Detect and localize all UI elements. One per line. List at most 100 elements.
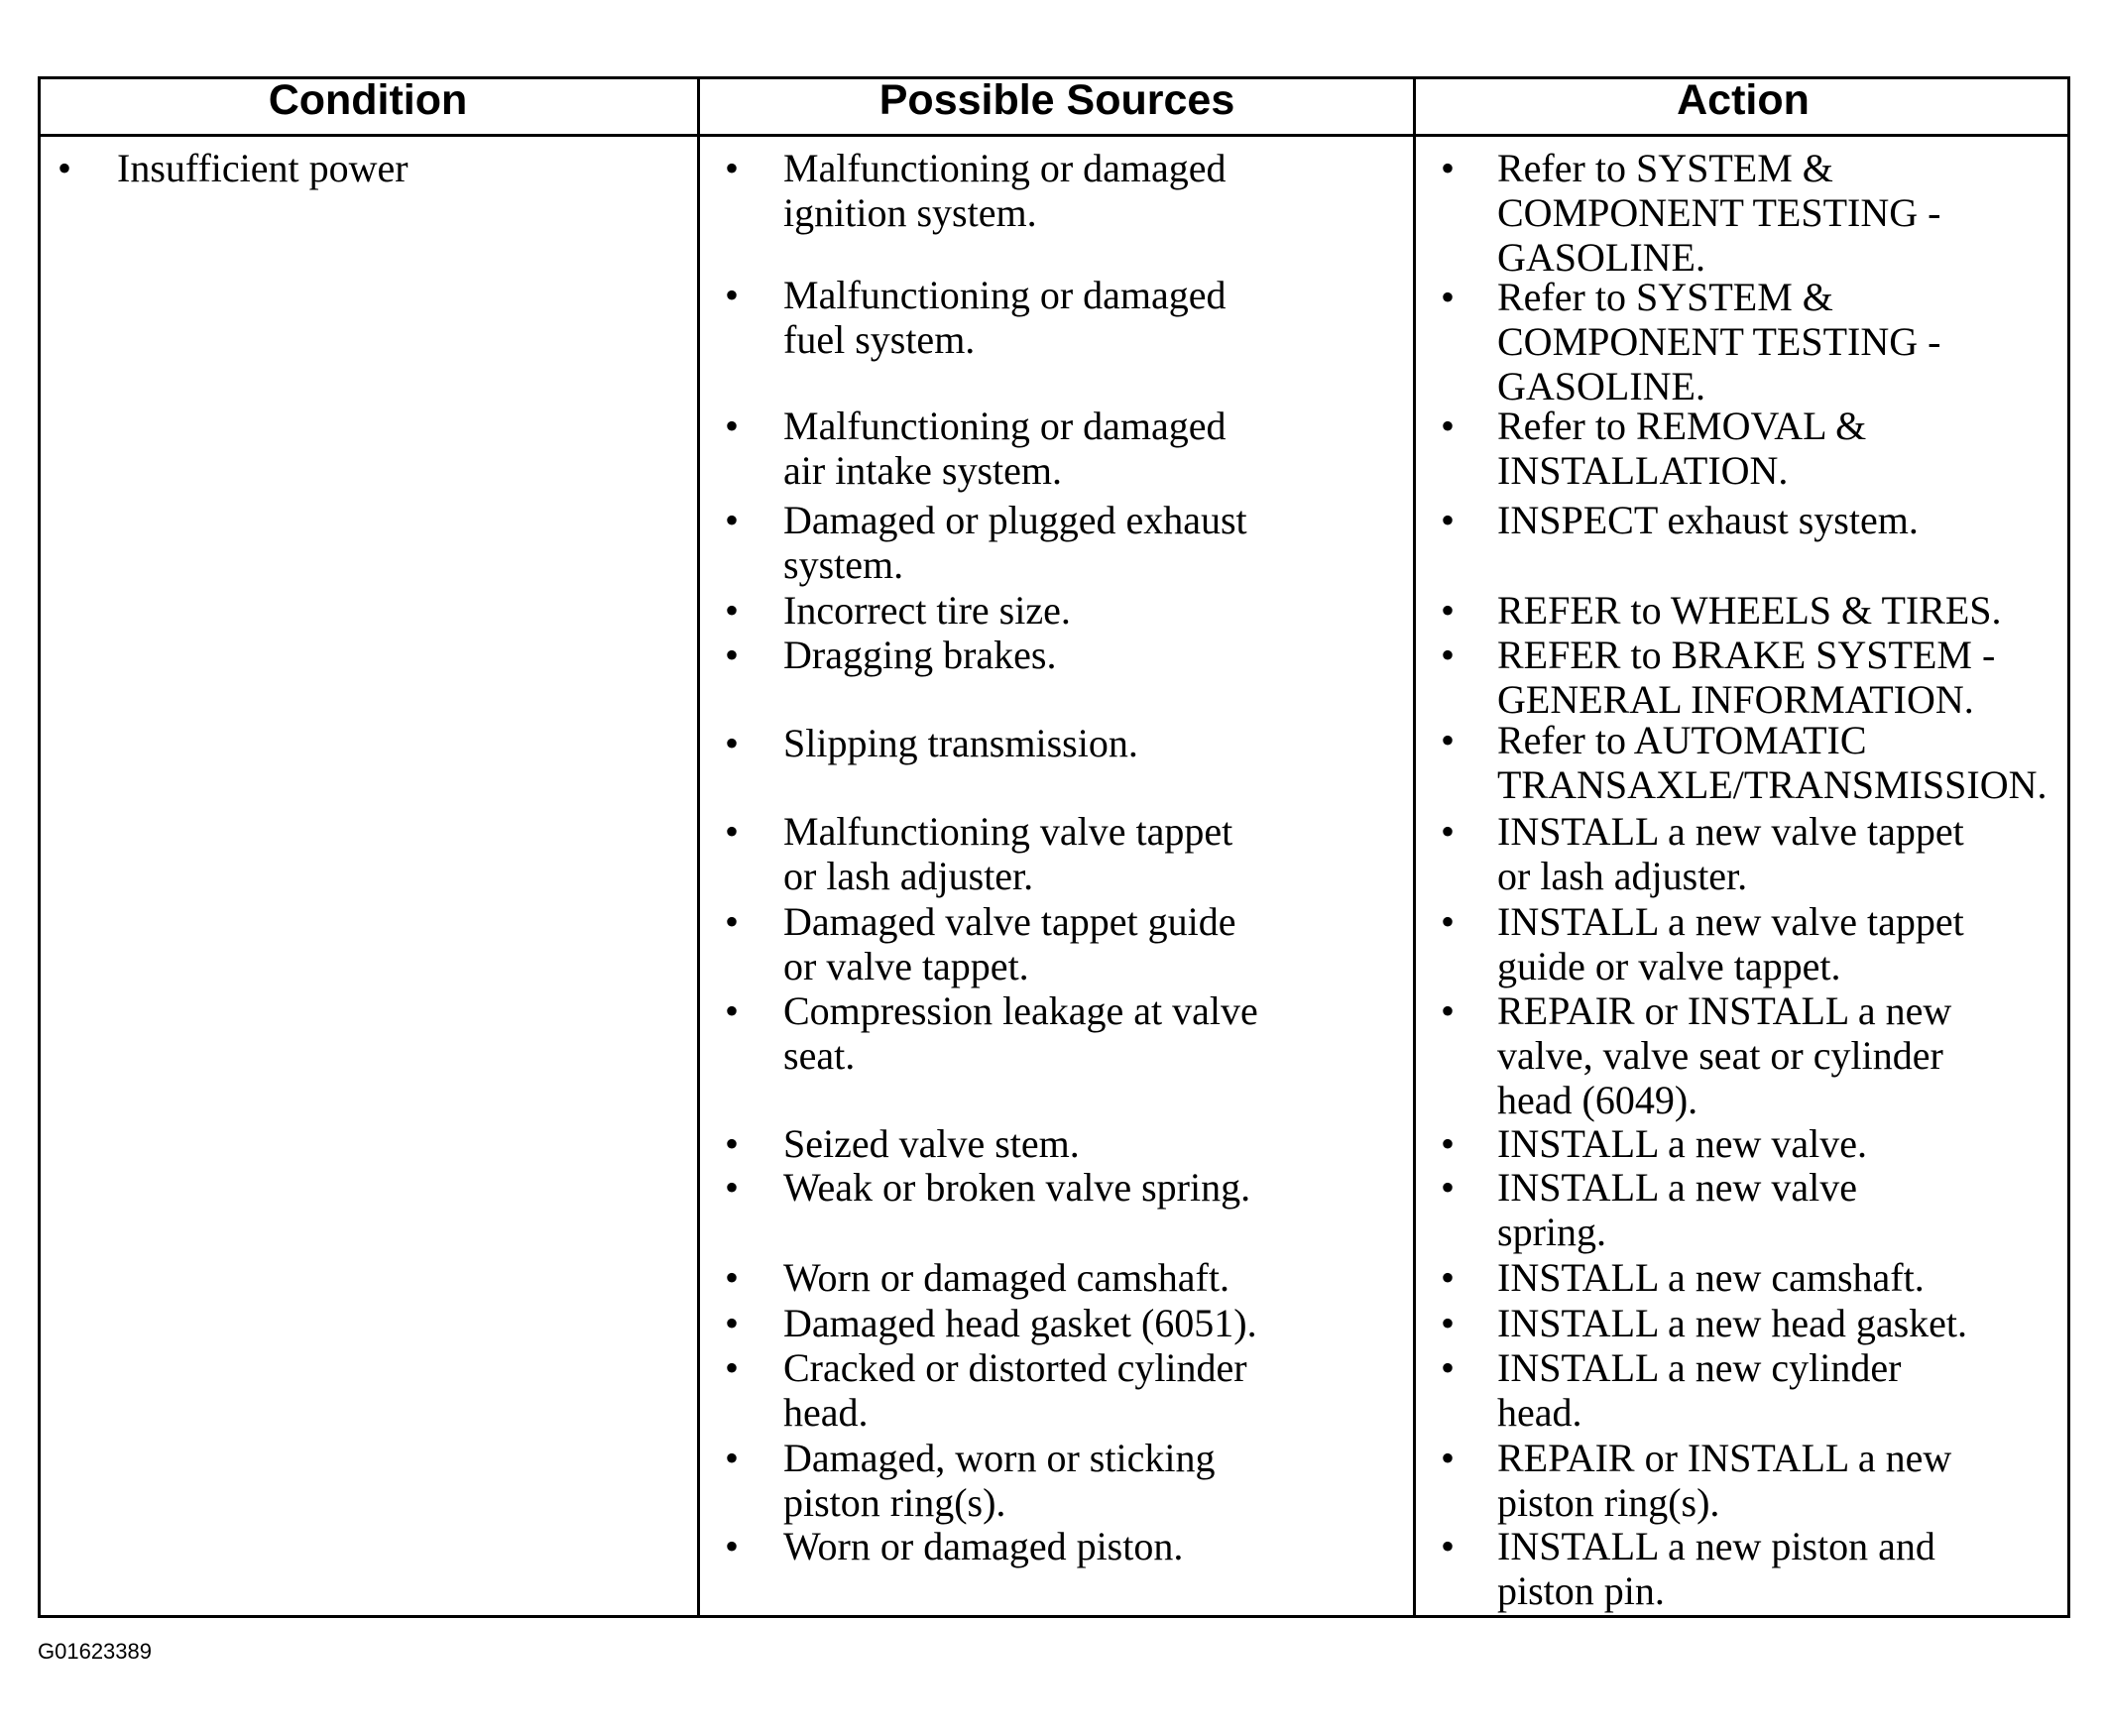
bullet: • [1441,146,1456,191]
table-border [38,76,2070,1618]
source-line: or valve tappet. [783,944,1029,989]
action-line: INSTALL a new valve tappet [1497,809,1964,855]
action-line: spring. [1497,1210,1606,1255]
source-line: Malfunctioning or damaged [783,404,1227,449]
bullet: • [1441,1301,1456,1346]
bullet: • [725,146,740,191]
column-rule [1413,76,1416,1618]
bullet: • [725,1524,740,1569]
bullet: • [725,1435,740,1480]
bullet: • [1441,987,1456,1033]
bullet: • [1441,498,1456,543]
bullet: • [725,1301,740,1346]
bullet: • [725,987,740,1033]
bullet: • [1441,1165,1456,1211]
source-line: Weak or broken valve spring. [783,1165,1251,1211]
action-line: head. [1497,1389,1582,1435]
action-line: INSTALLATION. [1497,448,1789,494]
source-line: fuel system. [783,316,976,362]
source-line: Damaged valve tappet guide [783,899,1236,945]
bullet: • [725,632,740,677]
bullet: • [1441,275,1456,320]
source-line: Malfunctioning valve tappet [783,809,1233,855]
source-line: ignition system. [783,190,1037,236]
source-line: air intake system. [783,448,1063,494]
source-line: head. [783,1389,869,1435]
action-line: Refer to SYSTEM & [1497,275,1833,320]
action-line: Refer to SYSTEM & [1497,146,1833,191]
action-line: Refer to REMOVAL & [1497,404,1867,449]
action-line: INSTALL a new cylinder [1497,1344,1902,1390]
column-rule [697,76,700,1618]
source-line: Malfunctioning or damaged [783,146,1227,191]
action-line: INSTALL a new valve tappet [1497,899,1964,945]
source-line: Seized valve stem. [783,1120,1080,1166]
bullet: • [725,1344,740,1390]
action-line: GASOLINE. [1497,364,1705,409]
source-line: Worn or damaged piston. [783,1524,1184,1569]
header-cell: Condition [268,76,468,124]
action-line: COMPONENT TESTING - [1497,190,1941,236]
source-line: Damaged, worn or sticking [783,1435,1216,1480]
bullet: • [725,1165,740,1211]
bullet: • [1441,1255,1456,1301]
action-line: head (6049). [1497,1077,1698,1122]
action-line: REPAIR or INSTALL a new [1497,1435,1952,1480]
bullet: • [725,899,740,945]
action-line: valve, valve seat or cylinder [1497,1032,1943,1078]
bullet: • [1441,718,1456,763]
figure-id: G01623389 [38,1639,152,1664]
bullet: • [1441,632,1456,677]
source-line: Slipping transmission. [783,721,1138,766]
bullet: • [725,498,740,543]
action-line: REFER to WHEELS & TIRES. [1497,587,2002,633]
source-line: Worn or damaged camshaft. [783,1255,1229,1301]
bullet: • [1441,1435,1456,1480]
action-line: GENERAL INFORMATION. [1497,676,1974,722]
bullet: • [725,1120,740,1166]
action-line: INSTALL a new piston and [1497,1524,1935,1569]
bullet: • [1441,809,1456,855]
action-line: GASOLINE. [1497,235,1705,281]
source-line: Damaged or plugged exhaust [783,498,1247,543]
source-line: Dragging brakes. [783,632,1057,677]
action-line: or lash adjuster. [1497,854,1748,899]
source-line: Damaged head gasket (6051). [783,1301,1257,1346]
bullet: • [725,272,740,317]
action-line: TRANSAXLE/TRANSMISSION. [1497,762,2048,808]
action-line: COMPONENT TESTING - [1497,319,1941,365]
bullet: • [1441,404,1456,449]
bullet: • [725,404,740,449]
source-line: seat. [783,1032,856,1078]
bullet: • [725,587,740,633]
action-line: INSTALL a new valve. [1497,1120,1867,1166]
action-line: piston pin. [1497,1568,1665,1614]
action-line: INSTALL a new valve [1497,1165,1857,1211]
header-rule [38,76,2070,137]
action-line: REFER to BRAKE SYSTEM - [1497,632,1996,677]
source-line: Compression leakage at valve [783,987,1258,1033]
header-cell: Possible Sources [878,76,1235,124]
bullet: • [1441,899,1456,945]
source-line: Incorrect tire size. [783,587,1071,633]
bullet: • [1441,1524,1456,1569]
action-line: guide or valve tappet. [1497,944,1841,989]
action-line: Refer to AUTOMATIC [1497,718,1867,763]
source-line: system. [783,542,904,588]
action-line: piston ring(s). [1497,1479,1720,1525]
action-line: INSPECT exhaust system. [1497,498,1919,543]
bullet: • [1441,1120,1456,1166]
action-line: INSTALL a new camshaft. [1497,1255,1925,1301]
bullet: • [1441,587,1456,633]
bullet: • [1441,1344,1456,1390]
action-line: INSTALL a new head gasket. [1497,1301,1968,1346]
source-line: Cracked or distorted cylinder [783,1344,1247,1390]
condition: Insufficient power [117,146,409,190]
bullet: • [58,146,72,190]
action-line: REPAIR or INSTALL a new [1497,987,1952,1033]
source-line: or lash adjuster. [783,854,1034,899]
bullet: • [725,721,740,766]
header-cell: Action [1677,76,1810,124]
bullet: • [725,1255,740,1301]
